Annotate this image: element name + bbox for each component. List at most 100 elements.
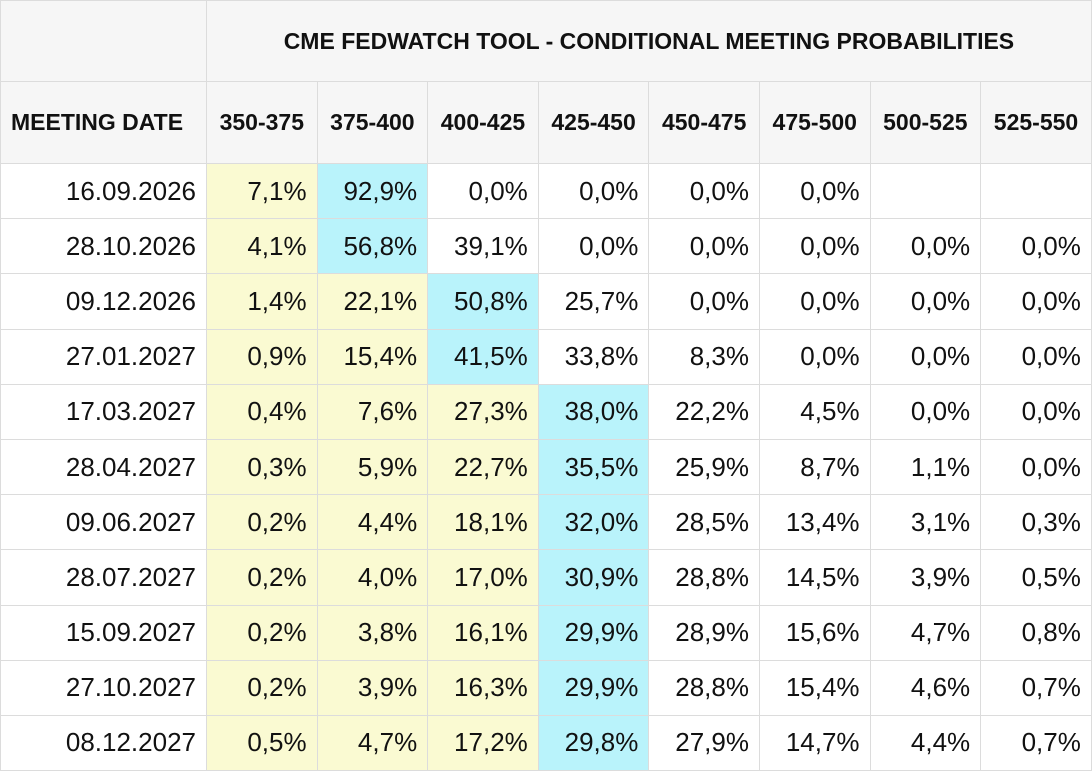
table-row: 27.10.2027 0,2% 3,9% 16,3% 29,9% 28,8% 15,4% 4,… (0, 659, 1092, 716)
probability-cell: 0,0% (869, 383, 982, 440)
probability-cell: 0,3% (206, 438, 318, 496)
probability-cell: 16,3% (427, 659, 539, 716)
meeting-date-cell: 16.09.2026 (0, 162, 207, 220)
meeting-date-cell: 28.10.2026 (0, 218, 207, 275)
probability-cell: 0,0% (758, 162, 871, 220)
probability-cell: 5,9% (316, 438, 429, 496)
probability-cell: 0,5% (980, 549, 1092, 606)
probability-cell: 39,1% (427, 218, 539, 275)
probability-cell: 0,2% (206, 549, 318, 606)
probability-cell: 15,4% (758, 659, 871, 716)
probability-cell: 30,9% (537, 549, 650, 606)
probability-cell: 8,3% (648, 328, 760, 385)
rate-range-header: 375-400 (316, 81, 429, 164)
probability-cell: 16,1% (427, 604, 539, 661)
table-row: 28.07.2027 0,2% 4,0% 17,0% 30,9% 28,8% 14,5% 3,… (0, 549, 1092, 606)
probability-cell: 28,9% (648, 604, 760, 661)
probability-cell: 35,5% (537, 438, 650, 496)
probability-cell: 22,1% (316, 273, 429, 330)
probability-cell: 0,0% (648, 218, 760, 275)
probability-cell: 4,7% (869, 604, 982, 661)
table-row: 17.03.2027 0,4% 7,6% 27,3% 38,0% 22,2% 4,5% 0,0… (0, 383, 1092, 440)
probability-cell: 0,0% (980, 328, 1092, 385)
probability-cell: 0,3% (980, 494, 1092, 551)
probability-cell: 7,6% (316, 383, 429, 440)
table-title: CME FEDWATCH TOOL - CONDITIONAL MEETING … (206, 0, 1092, 82)
meeting-date-header: MEETING DATE (0, 81, 207, 164)
rate-range-header: 500-525 (869, 81, 982, 164)
probability-cell: 3,9% (869, 549, 982, 606)
table-row: 27.01.2027 0,9% 15,4% 41,5% 33,8% 8,3% 0,0% 0,0… (0, 328, 1092, 385)
probability-cell: 33,8% (537, 328, 650, 385)
probability-cell: 3,9% (316, 659, 429, 716)
title-row: CME FEDWATCH TOOL - CONDITIONAL MEETING … (0, 0, 1092, 82)
probability-cell: 0,5% (206, 714, 318, 772)
probability-cell: 0,4% (206, 383, 318, 440)
column-header-row: MEETING DATE 350-375 375-400 400-425 425… (0, 81, 1092, 164)
probability-cell: 0,0% (758, 328, 871, 385)
probability-cell: 0,0% (980, 438, 1092, 496)
probability-cell: 17,2% (427, 714, 539, 772)
probability-cell: 7,1% (206, 162, 318, 220)
probability-cell: 4,5% (758, 383, 871, 440)
probability-cell: 4,1% (206, 218, 318, 275)
probability-cell: 22,7% (427, 438, 539, 496)
meeting-date-cell: 17.03.2027 (0, 383, 207, 440)
table-row: 09.12.2026 1,4% 22,1% 50,8% 25,7% 0,0% 0,0% 0,0… (0, 273, 1092, 330)
rate-range-header: 525-550 (980, 81, 1092, 164)
probability-cell: 29,8% (537, 714, 650, 772)
probability-cell: 22,2% (648, 383, 760, 440)
probability-cell: 0,0% (537, 218, 650, 275)
meeting-date-cell: 28.04.2027 (0, 438, 207, 496)
probability-cell: 14,7% (758, 714, 871, 772)
probability-cell: 0,2% (206, 604, 318, 661)
probability-cell: 3,8% (316, 604, 429, 661)
meeting-date-cell: 09.12.2026 (0, 273, 207, 330)
probability-cell: 0,0% (980, 273, 1092, 330)
probability-cell: 4,0% (316, 549, 429, 606)
probability-cell: 17,0% (427, 549, 539, 606)
probability-cell: 0,2% (206, 659, 318, 716)
probability-cell (980, 162, 1092, 220)
probability-cell: 25,7% (537, 273, 650, 330)
table-row: 15.09.2027 0,2% 3,8% 16,1% 29,9% 28,9% 15,6% 4,… (0, 604, 1092, 661)
probability-cell: 0,0% (869, 273, 982, 330)
probability-cell: 0,0% (980, 218, 1092, 275)
probability-cell: 15,4% (316, 328, 429, 385)
probability-cell: 1,1% (869, 438, 982, 496)
probability-cell: 32,0% (537, 494, 650, 551)
meeting-date-cell: 27.10.2027 (0, 659, 207, 716)
probability-cell: 0,0% (758, 218, 871, 275)
probability-cell: 4,4% (316, 494, 429, 551)
probability-cell: 4,4% (869, 714, 982, 772)
probability-cell: 14,5% (758, 549, 871, 606)
probability-cell: 3,1% (869, 494, 982, 551)
probability-cell: 41,5% (427, 328, 539, 385)
probability-cell: 0,0% (648, 162, 760, 220)
probability-cell: 8,7% (758, 438, 871, 496)
probability-cell: 29,9% (537, 659, 650, 716)
probability-cell: 4,6% (869, 659, 982, 716)
probability-cell: 56,8% (316, 218, 429, 275)
probability-cell: 4,7% (316, 714, 429, 772)
rate-range-header: 425-450 (537, 81, 650, 164)
meeting-date-cell: 28.07.2027 (0, 549, 207, 606)
probability-cell: 0,0% (537, 162, 650, 220)
probability-cell: 0,2% (206, 494, 318, 551)
table-row: 16.09.2026 7,1% 92,9% 0,0% 0,0% 0,0% 0,0% (0, 162, 1092, 220)
probability-cell: 15,6% (758, 604, 871, 661)
rate-range-header: 400-425 (427, 81, 539, 164)
rate-range-header: 450-475 (648, 81, 760, 164)
probability-cell: 13,4% (758, 494, 871, 551)
probability-cell: 27,3% (427, 383, 539, 440)
probability-cell: 0,0% (648, 273, 760, 330)
probability-cell: 0,0% (980, 383, 1092, 440)
corner-cell (0, 0, 207, 82)
probability-cell: 0,0% (427, 162, 539, 220)
probability-cell: 18,1% (427, 494, 539, 551)
table-row: 28.10.2026 4,1% 56,8% 39,1% 0,0% 0,0% 0,0% 0,0%… (0, 218, 1092, 275)
meeting-date-cell: 08.12.2027 (0, 714, 207, 772)
probability-cell: 28,5% (648, 494, 760, 551)
probability-cell: 1,4% (206, 273, 318, 330)
probability-cell: 0,0% (758, 273, 871, 330)
